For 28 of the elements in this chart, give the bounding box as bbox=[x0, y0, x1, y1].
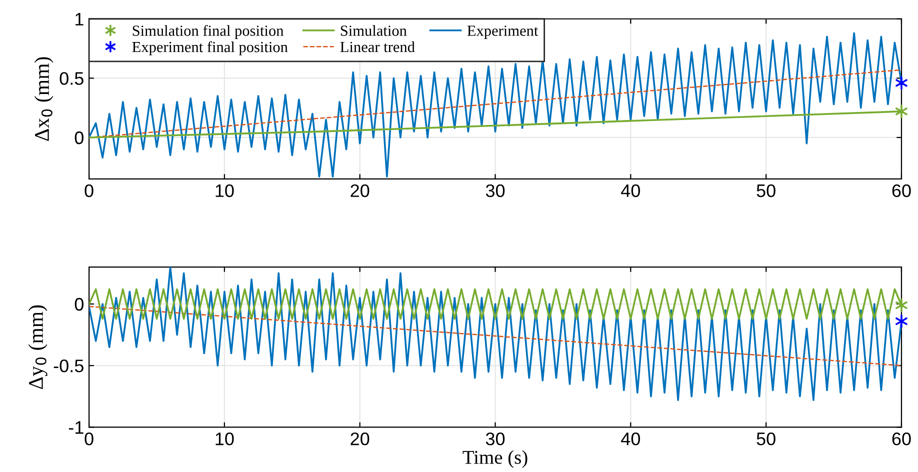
x-tick-label: 0 bbox=[84, 432, 94, 446]
x-tick-label: 30 bbox=[486, 184, 505, 198]
y-tick-label: -1 bbox=[68, 421, 84, 434]
y-axis-title: Δy$_{0}$ (mm) bbox=[28, 305, 48, 390]
x-tick-label: 60 bbox=[892, 184, 911, 198]
legend-label: Experiment final position bbox=[132, 41, 288, 56]
legend-label: Linear trend bbox=[340, 41, 415, 52]
x-tick-label: 30 bbox=[486, 432, 505, 446]
legend-label: Simulation final position bbox=[132, 24, 284, 39]
x-axis-title: Time (s) bbox=[462, 450, 528, 468]
x-tick-label: 10 bbox=[216, 432, 234, 446]
x-tick-label: 20 bbox=[350, 184, 370, 198]
x-tick-label: 60 bbox=[892, 432, 911, 446]
legend-label: Simulation bbox=[340, 25, 407, 36]
x-tick-label: 40 bbox=[621, 432, 640, 446]
y-tick-label: 1 bbox=[76, 13, 84, 26]
y-tick-label: 0 bbox=[74, 131, 84, 144]
y-axis-title: Δx$_{0}$ (mm) bbox=[34, 57, 54, 141]
y-tick-label: 0 bbox=[74, 298, 84, 311]
y-tick-label: 0.5 bbox=[60, 72, 84, 85]
x-tick-label: 50 bbox=[756, 432, 776, 446]
legend-label: Experiment bbox=[467, 26, 538, 39]
x-tick-label: 20 bbox=[350, 432, 370, 446]
y-tick-label: -0.5 bbox=[54, 360, 84, 372]
x-tick-label: 50 bbox=[756, 184, 776, 198]
x-tick-label: 40 bbox=[621, 184, 640, 198]
x-tick-label: 0 bbox=[84, 184, 94, 198]
x-tick-label: 10 bbox=[216, 184, 234, 198]
